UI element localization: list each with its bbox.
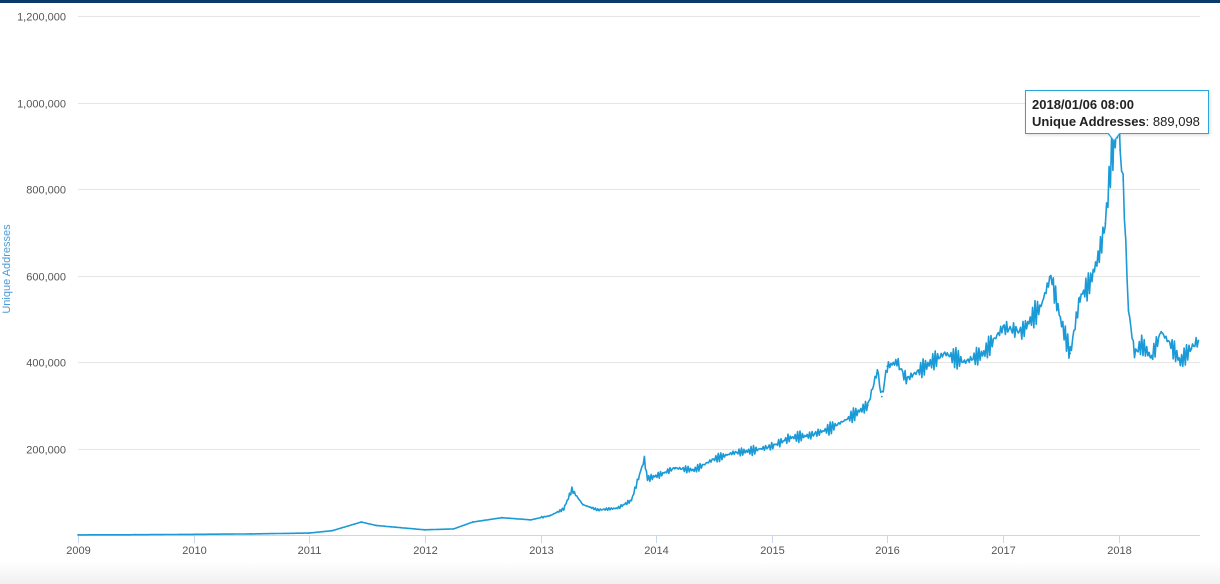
data-point[interactable] [1040,304,1042,307]
data-point[interactable] [331,529,334,532]
x-axis: 2009 2010 2011 2012 2013 2014 2015 2016 2017 2018 [66,535,1200,557]
bottom-band [0,562,1220,584]
x-tick-label: 2018 [1107,545,1131,557]
data-point[interactable] [712,458,715,461]
data-point[interactable] [1170,343,1172,346]
data-point[interactable] [867,404,869,407]
data-point[interactable] [1069,352,1072,355]
y-tick-label: 1,000,000 [17,99,66,111]
data-point[interactable] [876,369,879,372]
y-tick-label: 200,000 [26,445,66,457]
x-tick-label: 2010 [182,545,206,557]
hover-tooltip: 2018/01/06 08:00 Unique Addresses: 889,0… [1025,90,1209,134]
x-tick-label: 2017 [991,545,1015,557]
data-point[interactable] [616,507,619,510]
data-point[interactable] [963,361,966,363]
data-point[interactable] [250,533,252,535]
data-point[interactable] [896,361,898,363]
data-point[interactable] [308,532,310,534]
data-point[interactable] [1140,343,1143,346]
data-point[interactable] [360,521,363,523]
tooltip-value: 889,098 [1152,114,1200,129]
data-point[interactable] [1197,339,1200,342]
data-point[interactable] [1122,179,1124,182]
series-line-unique-addresses[interactable] [78,102,1200,536]
data-point[interactable] [501,516,503,519]
data-point[interactable] [943,352,946,355]
data-point[interactable] [549,514,552,517]
data-point[interactable] [1088,283,1091,285]
data-point[interactable] [452,528,455,530]
x-tick-label: 2013 [529,545,553,557]
data-point[interactable] [1020,330,1023,333]
data-point[interactable] [880,395,883,398]
data-point[interactable] [1179,361,1182,363]
data-point[interactable] [982,352,985,355]
data-point[interactable] [582,503,584,506]
tooltip-series-label: Unique Addresses [1032,114,1146,129]
data-point[interactable] [673,467,676,469]
x-tick-label: 2016 [875,545,899,557]
data-point[interactable] [847,417,850,420]
data-point[interactable] [1059,317,1062,320]
tooltip-pointer-fill [1108,132,1120,140]
x-tick-label: 2009 [66,545,90,557]
data-point[interactable] [1104,222,1107,225]
data-point[interactable] [630,499,633,502]
data-point[interactable] [1127,309,1130,311]
data-point[interactable] [924,365,927,368]
tooltip-value-line: Unique Addresses: 889,098 [1032,114,1200,129]
y-axis-tick-labels: 200,000 400,000 600,000 800,000 1,000,000 1,2… [17,12,66,457]
data-point[interactable] [423,528,426,531]
data-point[interactable] [471,521,474,523]
data-point[interactable] [1098,253,1101,255]
data-point[interactable] [77,534,79,536]
data-point[interactable] [643,458,646,461]
data-point[interactable] [770,445,773,448]
data-point[interactable] [192,533,195,536]
data-point[interactable] [693,469,695,471]
data-point[interactable] [571,488,573,491]
grid-lines [78,16,1200,450]
data-point[interactable] [646,477,649,480]
data-point[interactable] [1119,149,1122,152]
data-point[interactable] [1160,330,1162,333]
data-point[interactable] [1002,326,1004,329]
x-tick-label: 2014 [644,545,668,557]
data-point[interactable] [562,508,565,510]
data-point[interactable] [1079,296,1081,298]
data-point[interactable] [1050,274,1052,277]
data-point[interactable] [808,434,811,437]
data-point[interactable] [732,451,734,454]
data-point[interactable] [905,378,908,381]
series-layer [77,102,1200,536]
data-point[interactable] [375,524,378,527]
data-point[interactable] [828,428,830,430]
data-point[interactable] [134,533,137,536]
y-axis-title: Unique Addresses [1,224,13,314]
x-tick-label: 2015 [760,545,784,557]
tooltip-date: 2018/01/06 08:00 [1032,97,1134,112]
data-point[interactable] [1133,352,1136,355]
data-point[interactable] [1189,348,1192,350]
x-tick-label: 2012 [413,545,437,557]
data-point[interactable] [886,365,889,368]
data-point[interactable] [596,509,599,511]
y-tick-label: 800,000 [26,185,66,197]
y-tick-label: 600,000 [26,272,66,284]
data-point[interactable] [659,473,662,476]
y-tick-label: 400,000 [26,358,66,370]
data-point[interactable] [1110,153,1113,156]
x-tick-label: 2011 [298,545,322,557]
data-point[interactable] [394,526,397,529]
data-point[interactable] [751,449,754,452]
data-point[interactable] [789,436,792,439]
top-accent-bar [0,0,1220,3]
y-tick-label: 1,200,000 [17,12,66,24]
data-point[interactable] [529,519,532,521]
data-point[interactable] [1150,356,1153,359]
